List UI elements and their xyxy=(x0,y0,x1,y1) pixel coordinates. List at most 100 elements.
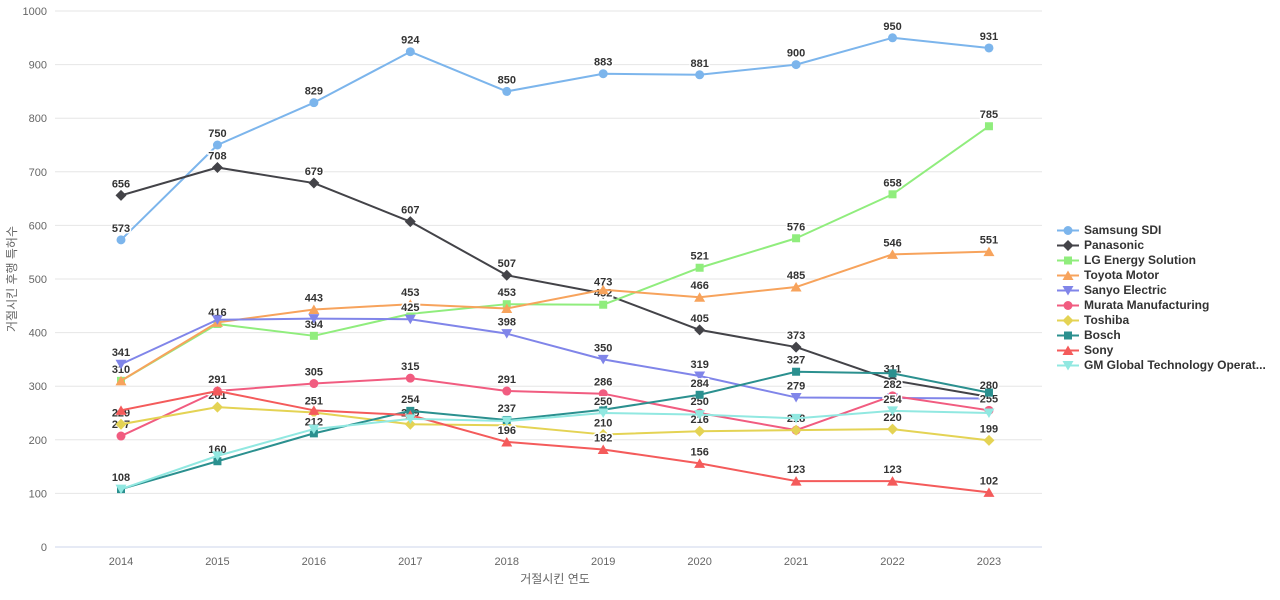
data-point-sony-2016[interactable] xyxy=(308,405,320,415)
data-point-samsung-sdi-2023[interactable] xyxy=(984,43,994,53)
data-point-gm-global-technology-operations-2016[interactable] xyxy=(308,424,320,435)
data-point-panasonic-2016[interactable] xyxy=(308,177,320,189)
data-point-panasonic-2021[interactable] xyxy=(790,341,802,353)
data-point-samsung-sdi-2018[interactable] xyxy=(502,86,512,96)
data-point-sanyo-electric-2018[interactable] xyxy=(501,329,513,339)
data-point-toyota-motor-2016[interactable] xyxy=(308,304,320,315)
data-point-toshiba-2023[interactable] xyxy=(983,434,995,446)
data-point-samsung-sdi-2019[interactable] xyxy=(598,69,608,79)
data-point-samsung-sdi-2022[interactable] xyxy=(888,33,898,43)
data-point-lg-energy-solution-2017[interactable] xyxy=(406,309,415,318)
data-point-gm-global-technology-operations-2022[interactable] xyxy=(887,406,899,416)
data-point-murata-manufacturing-2014[interactable] xyxy=(116,431,126,441)
legend-item-toshiba[interactable]: Toshiba xyxy=(1057,313,1266,328)
legend-item-toyota-motor[interactable]: Toyota Motor xyxy=(1057,268,1266,283)
data-point-toyota-motor-2017[interactable] xyxy=(404,299,416,309)
data-point-samsung-sdi-2021[interactable] xyxy=(791,60,801,70)
data-point-toyota-motor-2018[interactable] xyxy=(501,303,513,313)
data-point-samsung-sdi-2017[interactable] xyxy=(405,47,415,57)
legend-triangle-glyph[interactable] xyxy=(1062,345,1074,356)
legend-circle-glyph[interactable] xyxy=(1063,301,1073,310)
data-point-bosch-2023[interactable] xyxy=(984,388,993,397)
legend-item-panasonic[interactable]: Panasonic xyxy=(1057,238,1266,253)
data-point-bosch-2021[interactable] xyxy=(792,367,801,376)
legend-circle-glyph[interactable] xyxy=(1063,226,1073,235)
data-point-lg-energy-solution-2023[interactable] xyxy=(984,122,993,131)
data-point-panasonic-2014[interactable] xyxy=(115,189,127,201)
legend-item-samsung-sdi[interactable]: Samsung SDI xyxy=(1057,223,1266,238)
data-point-sony-2018[interactable] xyxy=(501,436,513,447)
data-point-lg-energy-solution-2020[interactable] xyxy=(695,263,704,272)
data-point-sony-2014[interactable] xyxy=(115,405,127,415)
data-point-bosch-2020[interactable] xyxy=(695,390,704,399)
data-point-murata-manufacturing-2018[interactable] xyxy=(502,386,512,396)
data-point-lg-energy-solution-2019[interactable] xyxy=(599,300,608,309)
data-point-murata-manufacturing-2017[interactable] xyxy=(405,373,415,383)
data-point-samsung-sdi-2015[interactable] xyxy=(212,140,222,150)
data-point-lg-energy-solution-2022[interactable] xyxy=(888,190,897,199)
data-point-gm-global-technology-operations-2017[interactable] xyxy=(404,414,416,424)
data-point-sanyo-electric-2014[interactable] xyxy=(115,359,127,370)
data-point-murata-manufacturing-2019[interactable] xyxy=(598,389,608,399)
data-point-panasonic-2018[interactable] xyxy=(501,269,513,281)
data-point-toshiba-2019[interactable] xyxy=(597,428,609,440)
data-point-panasonic-2020[interactable] xyxy=(694,324,706,336)
legend-item-bosch[interactable]: Bosch xyxy=(1057,328,1266,343)
legend-item-gm-global-technology-operations[interactable]: GM Global Technology Operat... xyxy=(1057,358,1266,373)
data-point-gm-global-technology-operations-2021[interactable] xyxy=(790,413,802,424)
data-point-panasonic-2022[interactable] xyxy=(887,374,899,386)
data-point-murata-manufacturing-2022[interactable] xyxy=(888,391,898,401)
data-point-sanyo-electric-2020[interactable] xyxy=(694,371,706,382)
data-point-toyota-motor-2021[interactable] xyxy=(790,282,802,292)
legend-triangle-down-glyph[interactable] xyxy=(1062,286,1074,296)
data-point-sanyo-electric-2017[interactable] xyxy=(404,314,416,325)
data-point-gm-global-technology-operations-2015[interactable] xyxy=(211,451,223,461)
data-point-sony-2019[interactable] xyxy=(597,444,609,454)
legend-square-glyph[interactable] xyxy=(1064,256,1072,265)
data-point-panasonic-2015[interactable] xyxy=(211,162,223,174)
data-point-toyota-motor-2019[interactable] xyxy=(597,284,609,295)
legend-triangle-glyph[interactable] xyxy=(1062,270,1074,281)
legend-item-lg-energy-solution[interactable]: LG Energy Solution xyxy=(1057,253,1266,268)
legend-triangle-down-glyph[interactable] xyxy=(1062,361,1074,371)
data-point-toshiba-2022[interactable] xyxy=(887,423,899,435)
data-point-samsung-sdi-2016[interactable] xyxy=(309,98,319,108)
data-point-bosch-2022[interactable] xyxy=(888,369,897,378)
data-point-toyota-motor-2020[interactable] xyxy=(694,292,706,302)
data-point-sony-2022[interactable] xyxy=(887,476,899,486)
data-point-sony-2015[interactable] xyxy=(211,386,223,396)
legend-item-murata-manufacturing[interactable]: Murata Manufacturing xyxy=(1057,298,1266,313)
data-point-sanyo-electric-2019[interactable] xyxy=(597,354,609,365)
data-point-murata-manufacturing-2016[interactable] xyxy=(309,379,319,389)
legend-diamond-glyph[interactable] xyxy=(1062,315,1074,326)
legend-item-sony[interactable]: Sony xyxy=(1057,343,1266,358)
data-point-sanyo-electric-2015[interactable] xyxy=(211,315,223,325)
data-point-toshiba-2017[interactable] xyxy=(404,418,416,430)
data-point-sanyo-electric-2021[interactable] xyxy=(790,392,802,403)
data-point-sony-2021[interactable] xyxy=(790,476,802,486)
data-point-gm-global-technology-operations-2023[interactable] xyxy=(983,408,995,419)
data-point-sanyo-electric-2016[interactable] xyxy=(308,314,320,324)
legend-diamond-glyph[interactable] xyxy=(1062,240,1074,251)
data-point-toyota-motor-2022[interactable] xyxy=(887,249,899,259)
data-point-toshiba-2020[interactable] xyxy=(694,425,706,437)
data-point-toyota-motor-2014[interactable] xyxy=(115,375,127,386)
data-point-toshiba-2021[interactable] xyxy=(790,424,802,436)
data-point-lg-energy-solution-2016[interactable] xyxy=(309,331,318,340)
data-point-panasonic-2017[interactable] xyxy=(404,216,416,228)
legend-square-glyph[interactable] xyxy=(1064,331,1072,340)
data-point-bosch-2015[interactable] xyxy=(213,457,222,466)
legend-item-sanyo-electric[interactable]: Sanyo Electric xyxy=(1057,283,1266,298)
data-point-samsung-sdi-2020[interactable] xyxy=(695,70,705,80)
data-point-toshiba-2014[interactable] xyxy=(115,418,127,430)
data-point-sony-2020[interactable] xyxy=(694,458,706,468)
data-point-lg-energy-solution-2021[interactable] xyxy=(792,234,801,243)
data-point-gm-global-technology-operations-2020[interactable] xyxy=(694,410,706,420)
data-point-gm-global-technology-operations-2019[interactable] xyxy=(597,408,609,419)
data-point-sony-2023[interactable] xyxy=(983,487,995,497)
data-point-gm-global-technology-operations-2014[interactable] xyxy=(115,484,127,495)
data-point-gm-global-technology-operations-2018[interactable] xyxy=(501,416,513,427)
data-point-toshiba-2015[interactable] xyxy=(211,401,223,413)
data-point-toyota-motor-2023[interactable] xyxy=(983,246,995,257)
data-point-samsung-sdi-2014[interactable] xyxy=(116,235,126,245)
